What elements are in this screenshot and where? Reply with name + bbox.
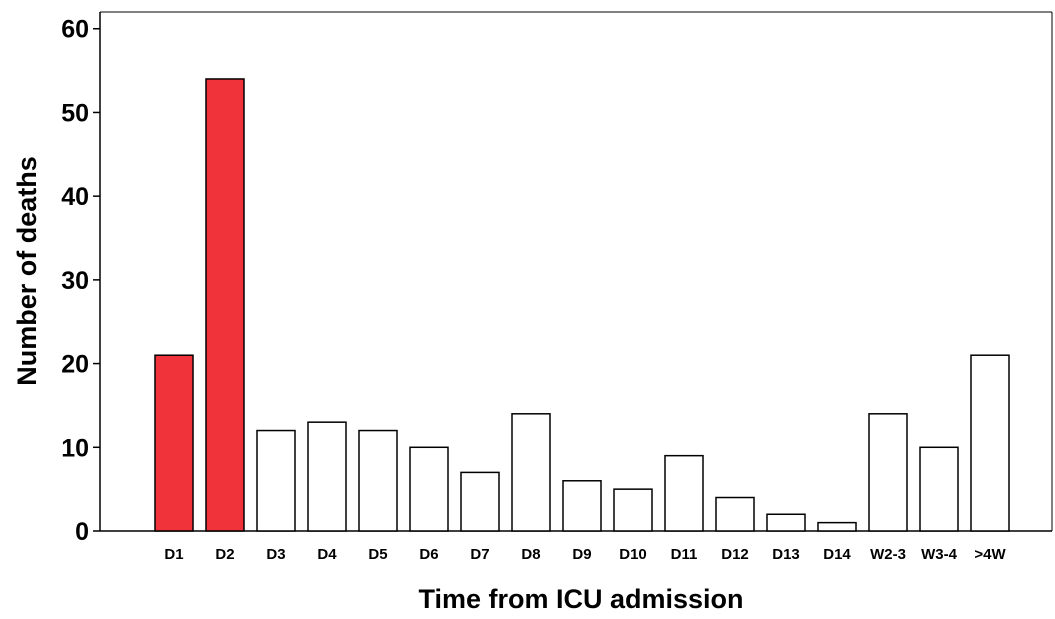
x-tick-label: W3-4 — [921, 546, 957, 563]
bar-d12 — [715, 496, 755, 532]
x-tick-label: D8 — [521, 546, 540, 563]
bar-d9 — [562, 480, 602, 532]
bar-d10 — [613, 488, 653, 532]
bar-d4 — [307, 421, 347, 532]
x-tick-label: W2-3 — [870, 546, 906, 563]
x-tick-label: D11 — [671, 546, 698, 563]
bar-d14 — [817, 521, 857, 532]
y-tick-label: 0 — [75, 518, 89, 546]
bar-d13 — [766, 513, 806, 532]
x-tick-label: D10 — [619, 546, 647, 563]
x-tick-label: D3 — [266, 546, 285, 563]
x-tick-label: D4 — [317, 546, 337, 563]
bar-d6 — [409, 446, 449, 532]
x-axis-ticks: D1 D2 D3 D4 D5 D6 D7 D8 D9 D10 D11 D12 D13 D14 W2-3 W3-… — [164, 546, 1006, 563]
bar-w2-3 — [868, 413, 908, 532]
bar-d3 — [256, 429, 296, 532]
y-tick-label: 20 — [61, 351, 89, 379]
y-tick-label: 60 — [61, 16, 89, 44]
x-tick-label: >4W — [974, 546, 1006, 563]
y-tick-label: 40 — [61, 183, 89, 211]
x-axis-title: Time from ICU admission — [418, 584, 743, 614]
bar-d2 — [205, 78, 245, 532]
y-axis-ticks: 0 10 20 30 40 50 60 — [61, 16, 100, 546]
x-tick-label: D5 — [368, 546, 387, 563]
y-tick-label: 30 — [61, 267, 89, 295]
bar-w3-4 — [919, 446, 959, 532]
x-tick-label: D9 — [572, 546, 591, 563]
bar-d1 — [154, 354, 194, 532]
bars — [154, 78, 1010, 532]
bar--4w — [970, 354, 1010, 532]
bar-d7 — [460, 471, 500, 532]
x-tick-label: D12 — [721, 546, 749, 563]
bar-d8 — [511, 413, 551, 532]
y-axis-title: Number of deaths — [12, 156, 42, 386]
y-tick-label: 10 — [61, 434, 89, 462]
bar-d5 — [358, 429, 398, 532]
x-tick-label: D7 — [470, 546, 489, 563]
x-tick-label: D1 — [164, 546, 183, 563]
x-tick-label: D6 — [419, 546, 438, 563]
bar-d11 — [664, 454, 704, 532]
y-tick-label: 50 — [61, 99, 89, 127]
x-tick-label: D14 — [823, 546, 851, 563]
x-tick-label: D2 — [215, 546, 234, 563]
x-tick-label: D13 — [772, 546, 800, 563]
